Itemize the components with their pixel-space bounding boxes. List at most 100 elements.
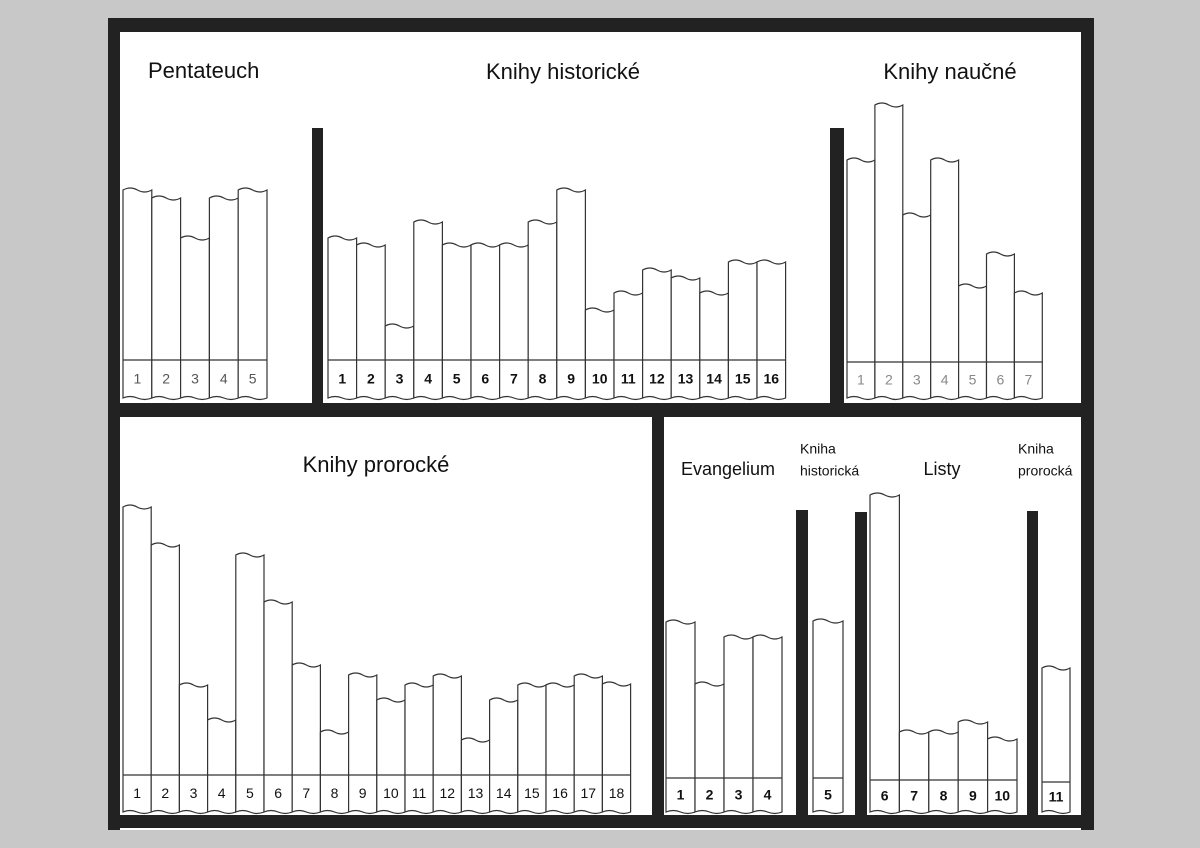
book <box>208 195 239 401</box>
book-number: 4 <box>764 787 772 803</box>
book-number: 10 <box>592 371 608 387</box>
book-number: 8 <box>539 371 547 387</box>
book <box>874 102 904 401</box>
book <box>846 157 876 401</box>
book <box>670 275 701 401</box>
book-number: 3 <box>735 787 743 803</box>
book <box>151 195 182 401</box>
book-number: 9 <box>567 371 575 387</box>
book-number: 2 <box>161 785 169 801</box>
book-number: 7 <box>510 371 518 387</box>
book-number: 2 <box>162 371 170 387</box>
book <box>601 681 632 815</box>
book-number: 1 <box>677 787 685 803</box>
book <box>752 634 783 815</box>
book-number: 13 <box>468 785 484 801</box>
book-number: 2 <box>706 787 714 803</box>
book-number: 4 <box>218 785 226 801</box>
book-number: 7 <box>1024 372 1032 388</box>
book-number: 3 <box>913 372 921 388</box>
book <box>460 737 491 815</box>
book-number: 4 <box>424 371 432 387</box>
book <box>665 619 696 815</box>
book-number: 11 <box>621 371 636 387</box>
book <box>812 618 844 815</box>
book-number: 8 <box>331 785 339 801</box>
book <box>1041 665 1071 815</box>
book <box>263 599 293 815</box>
book <box>756 259 787 401</box>
book <box>556 187 586 401</box>
book-number: 3 <box>191 371 199 387</box>
shelf-title: Kniha <box>1018 441 1054 457</box>
book <box>348 672 378 815</box>
book-number: 16 <box>552 785 568 801</box>
book <box>237 187 268 401</box>
book <box>235 552 265 815</box>
book <box>432 673 462 815</box>
book-number: 11 <box>1049 789 1064 805</box>
book-number: 13 <box>678 371 694 387</box>
book <box>957 719 989 815</box>
book-number: 6 <box>881 788 889 804</box>
book-number: 3 <box>190 785 198 801</box>
book-number: 15 <box>735 371 751 387</box>
book <box>1013 290 1043 401</box>
shelf-title: Knihy naučné <box>883 59 1016 84</box>
book-number: 10 <box>383 785 399 801</box>
book-number: 5 <box>453 371 461 387</box>
book-number: 7 <box>302 785 310 801</box>
book-number: 12 <box>440 785 456 801</box>
book-number: 8 <box>940 788 948 804</box>
book-number: 2 <box>885 372 893 388</box>
book-number: 3 <box>396 371 404 387</box>
book-number: 4 <box>941 372 949 388</box>
book-number: 5 <box>246 785 254 801</box>
book-number: 9 <box>969 788 977 804</box>
book-number: 9 <box>359 785 367 801</box>
shelf-title: Kniha <box>800 441 836 457</box>
book <box>122 504 152 815</box>
book-number: 6 <box>997 372 1005 388</box>
shelf-title: Pentateuch <box>148 58 259 83</box>
book-number: 5 <box>249 371 257 387</box>
book <box>178 682 209 815</box>
book <box>573 673 603 815</box>
book <box>930 157 960 401</box>
book-number: 12 <box>649 371 665 387</box>
book-number: 7 <box>910 788 918 804</box>
book-number: 11 <box>412 785 427 801</box>
shelf-title: prorocká <box>1018 463 1073 479</box>
book <box>869 492 900 815</box>
shelf-title: Listy <box>923 459 960 479</box>
book-number: 14 <box>706 371 722 387</box>
shelf-title: historická <box>800 463 859 479</box>
shelf-title: Knihy prorocké <box>303 452 450 477</box>
book <box>327 235 358 401</box>
book-number: 10 <box>995 788 1011 804</box>
book <box>150 542 180 815</box>
shelf-title: Knihy historické <box>486 59 640 84</box>
book-number: 1 <box>857 372 865 388</box>
book-number: 6 <box>274 785 282 801</box>
book-number: 14 <box>496 785 512 801</box>
book-number: 5 <box>969 372 977 388</box>
book-number: 17 <box>581 785 597 801</box>
book-number: 1 <box>133 785 141 801</box>
book <box>122 187 153 401</box>
book <box>985 251 1015 401</box>
book <box>384 323 415 401</box>
shelf-frame <box>108 18 1094 830</box>
book-number: 1 <box>134 371 142 387</box>
book-number: 15 <box>524 785 540 801</box>
shelf-title: Evangelium <box>681 459 775 479</box>
book-number: 6 <box>481 371 489 387</box>
book <box>642 267 672 401</box>
book <box>413 219 443 401</box>
book-number: 18 <box>609 785 625 801</box>
book <box>291 662 321 815</box>
book <box>987 736 1018 815</box>
book-number: 5 <box>824 787 832 803</box>
book-number: 4 <box>220 371 228 387</box>
